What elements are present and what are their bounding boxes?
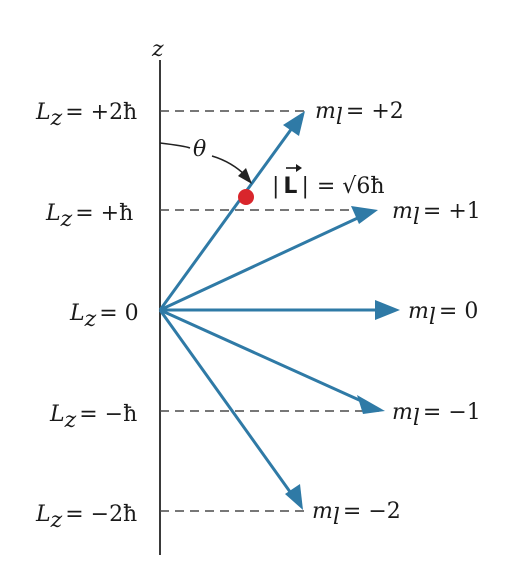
lz-label-plus2: Lz = +2ħ: [35, 100, 137, 131]
z-axis-label: z: [151, 37, 164, 62]
theta-leader-left: [160, 143, 190, 148]
lz-label-0: Lz = 0: [69, 301, 139, 332]
ml-label-0: ml = 0: [408, 299, 478, 330]
vector-ml-minus1: [160, 310, 368, 404]
ml-label-plus2: ml = +2: [315, 99, 404, 130]
theta-leader-right: [212, 156, 246, 176]
ml-label-minus1: ml = −1: [392, 400, 481, 431]
magnitude-value: = √6ħ: [317, 174, 385, 199]
vector-ml-minus2: [160, 310, 293, 496]
magnitude-label: | L | = √6ħ: [272, 174, 385, 199]
red-point-marker: [238, 189, 254, 205]
vector-ml-plus1: [160, 216, 362, 310]
arrowhead-ml-plus1: [351, 206, 378, 224]
vector-arrow-tip: [296, 164, 302, 172]
lz-label-minus2: Lz = −2ħ: [35, 502, 137, 533]
ml-label-plus1: ml = +1: [392, 199, 481, 230]
theta-label: θ: [193, 137, 206, 162]
lz-label-plus1: Lz = +ħ: [45, 201, 133, 232]
magnitude-bar-left: |: [272, 174, 279, 199]
magnitude-vector-symbol: L: [283, 174, 297, 199]
arrowhead-ml-0: [375, 300, 400, 320]
arrowhead-ml-plus2: [283, 111, 305, 136]
magnitude-bar-right: |: [301, 174, 308, 199]
lz-label-minus1: Lz = −ħ: [49, 402, 137, 433]
vector-ml-plus2: [160, 124, 295, 310]
ml-label-minus2: ml = −2: [312, 499, 401, 530]
